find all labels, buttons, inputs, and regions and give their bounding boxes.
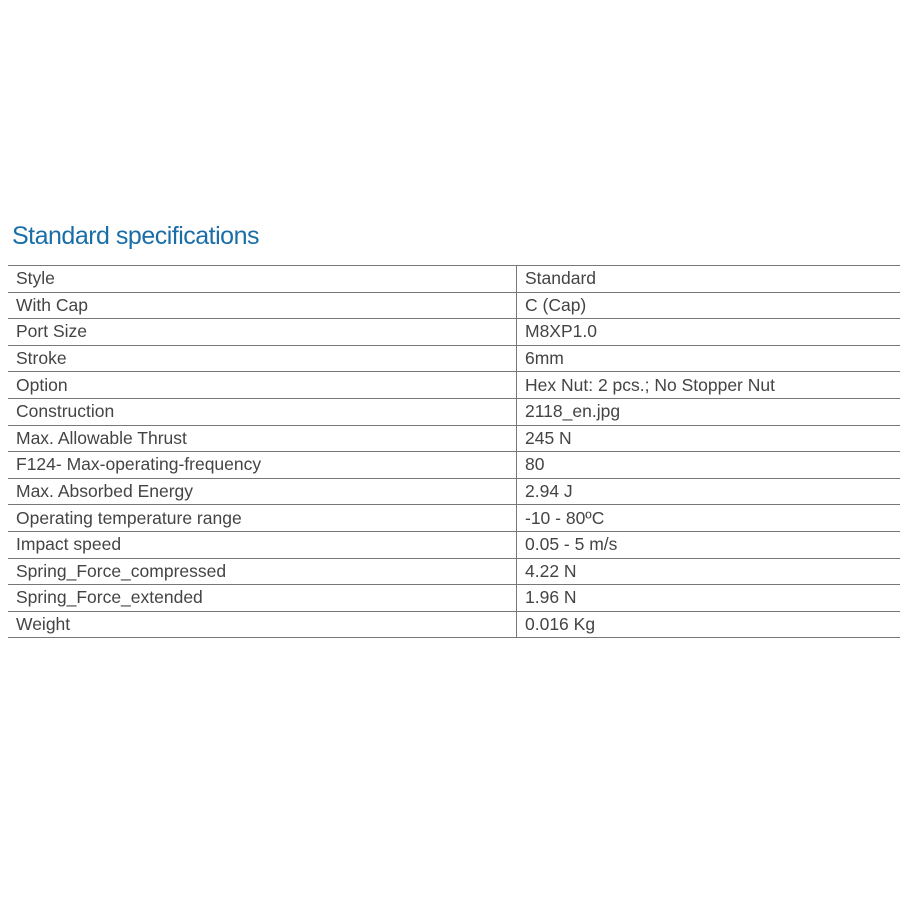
spec-value: Standard	[516, 265, 900, 293]
spec-label: Spring_Force_compressed	[8, 557, 517, 586]
spec-value: C (Cap)	[516, 291, 900, 320]
spec-value: 245 N	[516, 424, 900, 453]
table-row: Spring_Force_extended 1.96 N	[8, 584, 900, 612]
table-row: Port Size M8XP1.0	[8, 318, 900, 346]
spec-label: Stroke	[8, 344, 517, 373]
spec-label: Max. Absorbed Energy	[8, 477, 517, 506]
spec-value: 0.016 Kg	[516, 610, 900, 639]
spec-label: Impact speed	[8, 530, 517, 559]
table-row: Max. Absorbed Energy 2.94 J	[8, 477, 900, 506]
table-row: Option Hex Nut: 2 pcs.; No Stopper Nut	[8, 371, 900, 399]
spec-value: 2118_en.jpg	[516, 397, 900, 426]
table-row: Operating temperature range -10 - 80ºC	[8, 504, 900, 532]
spec-value: 4.22 N	[516, 557, 900, 586]
spec-label: Construction	[8, 397, 517, 426]
spec-label: F124- Max-operating-frequency	[8, 451, 517, 479]
table-row: Style Standard	[8, 265, 900, 293]
spec-label: With Cap	[8, 291, 517, 320]
spec-value: -10 - 80ºC	[516, 504, 900, 532]
table-row: With Cap C (Cap)	[8, 291, 900, 320]
spec-value: Hex Nut: 2 pcs.; No Stopper Nut	[516, 371, 900, 399]
table-row: Weight 0.016 Kg	[8, 610, 900, 639]
table-row: Construction 2118_en.jpg	[8, 397, 900, 426]
table-row: F124- Max-operating-frequency 80	[8, 451, 900, 479]
spec-label: Weight	[8, 610, 517, 639]
spec-label: Port Size	[8, 318, 517, 346]
table-row: Impact speed 0.05 - 5 m/s	[8, 530, 900, 559]
spec-value: 6mm	[516, 344, 900, 373]
spec-label: Spring_Force_extended	[8, 584, 517, 612]
page-title: Standard specifications	[12, 222, 259, 250]
spec-table: Style Standard With Cap C (Cap) Port Size M8X…	[8, 265, 900, 639]
spec-label: Max. Allowable Thrust	[8, 424, 517, 453]
spec-value: 1.96 N	[516, 584, 900, 612]
spec-value: M8XP1.0	[516, 318, 900, 346]
spec-value: 0.05 - 5 m/s	[516, 530, 900, 559]
spec-value: 2.94 J	[516, 477, 900, 506]
table-row: Stroke 6mm	[8, 344, 900, 373]
spec-value: 80	[516, 451, 900, 479]
table-row: Spring_Force_compressed 4.22 N	[8, 557, 900, 586]
spec-label: Style	[8, 265, 517, 293]
spec-label: Operating temperature range	[8, 504, 517, 532]
table-row: Max. Allowable Thrust 245 N	[8, 424, 900, 453]
spec-label: Option	[8, 371, 517, 399]
